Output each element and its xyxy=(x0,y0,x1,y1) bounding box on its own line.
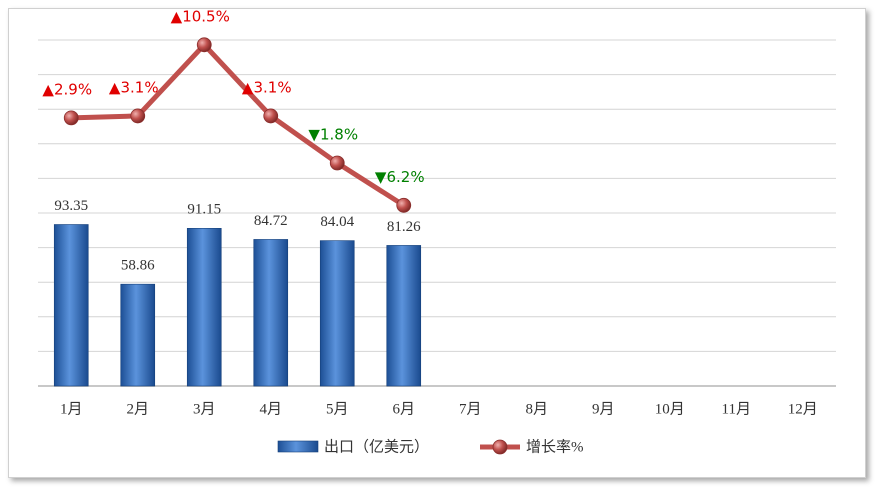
x-tick-label: 4月 xyxy=(259,401,282,417)
line-marker xyxy=(396,197,412,213)
bar-value-label: 93.35 xyxy=(54,198,88,214)
line xyxy=(71,42,406,208)
bar xyxy=(120,283,156,387)
x-tick-label: 2月 xyxy=(126,401,149,417)
line-marker xyxy=(196,37,212,53)
line-value-label: ▼1.8% xyxy=(308,126,358,144)
bar-value-label: 84.04 xyxy=(320,214,354,230)
line-marker xyxy=(329,155,345,171)
x-tick-label: 11月 xyxy=(722,401,751,417)
bar-value-label: 91.15 xyxy=(187,202,221,218)
line-value-label: ▲3.1% xyxy=(242,78,292,96)
line-marker xyxy=(263,108,279,124)
bar xyxy=(319,240,355,387)
bar xyxy=(186,228,222,387)
bar-value-label: 58.86 xyxy=(121,258,155,274)
x-tick-label: 7月 xyxy=(459,401,482,417)
bar xyxy=(253,239,289,387)
line-value-label: ▲2.9% xyxy=(42,80,92,98)
line-value-label: ▲3.1% xyxy=(109,78,159,96)
bar xyxy=(386,245,422,387)
x-tick-label: 10月 xyxy=(655,401,685,417)
line-marker xyxy=(63,110,79,126)
x-tick-label: 12月 xyxy=(788,401,818,417)
x-tick-label: 5月 xyxy=(326,401,349,417)
bar xyxy=(53,224,89,387)
legend-swatch xyxy=(277,440,319,453)
x-tick-label: 8月 xyxy=(525,401,548,417)
x-tick-label: 9月 xyxy=(592,401,615,417)
x-tick-label: 1月 xyxy=(60,401,83,417)
legend-label: 增长率% xyxy=(526,438,584,455)
x-tick-label: 6月 xyxy=(392,401,415,417)
line-marker xyxy=(130,108,146,124)
line-value-label: ▼6.2% xyxy=(375,168,425,186)
legend-marker xyxy=(492,439,508,455)
bar-value-label: 81.26 xyxy=(387,219,421,235)
line-value-label: ▲10.5% xyxy=(171,7,230,25)
bar-value-label: 84.72 xyxy=(254,213,288,229)
x-tick-label: 3月 xyxy=(193,401,216,417)
legend-label: 出口（亿美元） xyxy=(324,438,429,455)
